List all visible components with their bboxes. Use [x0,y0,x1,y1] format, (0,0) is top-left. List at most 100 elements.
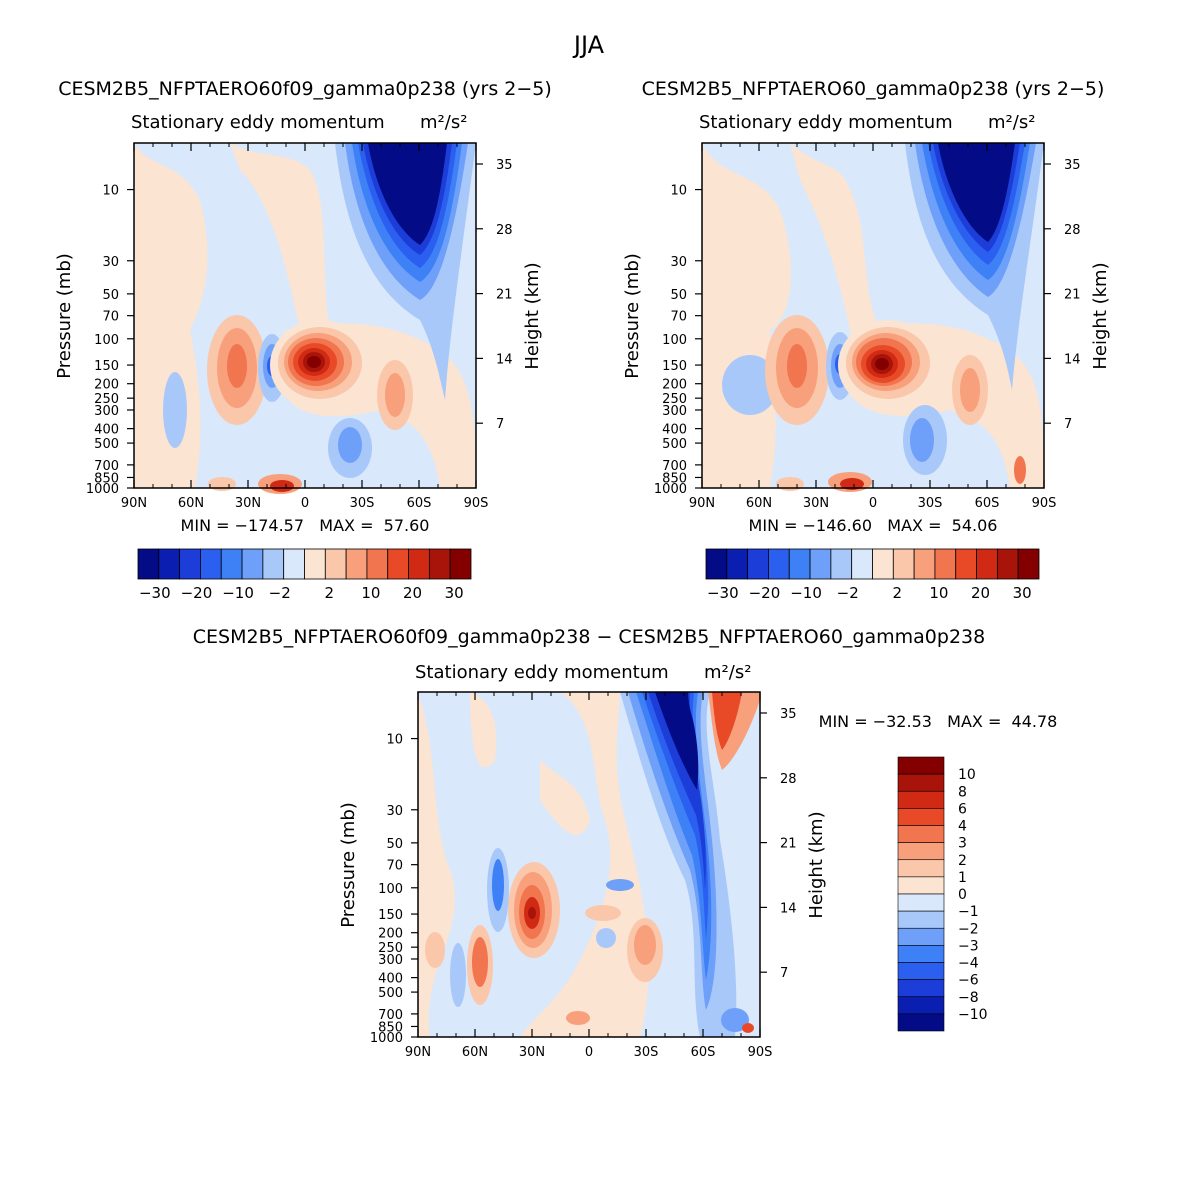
colorbar-swatch [283,548,305,580]
panel-diff-title: CESM2B5_NFPTAERO60f09_gamma0p238 − CESM2… [193,626,985,648]
figure-title: JJA [572,31,605,59]
colorbar-swatch [241,548,264,580]
colorbar-swatch [830,548,853,580]
x-tick-label: 0 [869,496,877,511]
colorbar-swatch [408,548,430,580]
x-tick-label: 60S [407,496,432,511]
y-tick-label: 500 [94,437,119,452]
colorbar-label: −1 [958,904,979,920]
colorbar-swatch [366,548,389,580]
colorbar-label: −20 [749,584,781,602]
y-tick-label: 700 [94,459,119,474]
y-tick-label: 1000 [654,482,687,497]
x-tick-label: 30N [803,496,829,511]
colorbar-label: −20 [181,584,213,602]
x-tick-label: 60N [178,496,204,511]
colorbar-label: 10 [958,767,976,783]
y-tick-label: 250 [378,941,403,956]
colorbar-swatch [788,548,811,580]
colorbar-swatch [976,548,998,580]
colorbar-swatch [747,548,769,580]
colorbar-label: 10 [361,584,380,602]
panel-diff-subtitle: Stationary eddy momentum [415,662,669,683]
colorbar-swatch [137,548,160,580]
y-tick-label: 1000 [86,482,119,497]
diff-negative-core [655,692,699,790]
colorbar-label: 30 [445,584,464,602]
x-tick-label: 90N [405,1045,431,1060]
y-tick-label: 50 [386,837,403,852]
y-tick-label: 300 [662,404,687,419]
x-tick-label: 60S [691,1045,716,1060]
colorbar-swatch [996,548,1019,580]
colorbar-swatch [262,548,285,580]
colorbar-label: −10 [958,1007,988,1023]
colorbar-swatch [872,548,894,580]
x-tick-label: 90N [689,496,715,511]
y-tick-label: 30 [670,255,687,270]
y-tick-label: 400 [94,423,119,438]
colorbar-swatch [158,548,181,580]
panel-right: CESM2B5_NFPTAERO60_gamma0p238 (yrs 2−5) … [622,78,1111,602]
x-tick-label: 30N [235,496,261,511]
x-tick-label: 30S [350,496,375,511]
panel-left-ylabel: Pressure (mb) [54,253,75,379]
y-tick-label: 70 [102,310,119,325]
colorbar-swatch [897,996,945,1015]
y-tick-label: 30 [102,255,119,270]
colorbar-swatch [809,548,832,580]
right-strat-negative-core [938,143,1015,242]
y-tick-label: 100 [94,333,119,348]
y-tick-label: 250 [662,392,687,407]
y-tick-label: 200 [662,378,687,393]
colorbar-label: −6 [958,973,979,989]
panel-right-units: m²/s² [988,112,1035,133]
panel-left: CESM2B5_NFPTAERO60f09_gamma0p238 (yrs 2−… [54,78,552,602]
colorbar-swatch [428,548,451,580]
y-tick-label: 150 [378,908,403,923]
x-tick-label: 90N [121,496,147,511]
colorbar-swatch [179,548,201,580]
colorbar-swatch [897,825,945,843]
y-tick-label: 10 [102,184,119,199]
y2-tick-label: 14 [496,352,513,367]
y-tick-label: 50 [670,288,687,303]
colorbar-label: 4 [958,819,967,835]
colorbar-label: 1 [958,870,967,886]
panel-left-title: CESM2B5_NFPTAERO60f09_gamma0p238 (yrs 2−… [58,78,552,100]
colorbar-swatch [897,859,945,878]
colorbar-label: −2 [837,584,859,602]
y2-tick-label: 14 [1064,352,1081,367]
colorbar-swatch [897,790,945,809]
panel-right-ylabel: Pressure (mb) [622,253,643,379]
colorbar-label: −10 [790,584,822,602]
x-tick-label: 60N [746,496,772,511]
panel-diff-stats: MIN = −32.53 MAX = 44.78 [819,712,1058,731]
panel-right-axes: Pressure (mb) Height (km) MIN = −146.60 … [622,143,1111,535]
left-strat-negative-core [368,143,447,245]
y-tick-label: 500 [378,986,403,1001]
colorbar-label: −2 [958,921,979,937]
panel-right-colorbar: −30 −20 −10 −2 2 10 20 30 [705,548,1040,602]
y2-tick-label: 28 [780,772,797,787]
panel-diff-ylabel2: Height (km) [806,811,827,918]
x-tick-label: 0 [301,496,309,511]
y-tick-label: 10 [670,184,687,199]
colorbar-label: 0 [958,887,967,903]
x-tick-label: 30S [634,1045,659,1060]
colorbar-label: 10 [929,584,948,602]
y2-tick-label: 35 [780,707,797,722]
colorbar-label: 8 [958,784,967,800]
colorbar-label: −8 [958,990,979,1006]
x-tick-label: 30N [519,1045,545,1060]
colorbar-swatch [897,756,945,775]
y-tick-label: 200 [378,927,403,942]
y-tick-label: 200 [94,378,119,393]
colorbar-swatch [726,548,749,580]
colorbar-swatch [897,1013,945,1032]
colorbar-swatch [220,548,243,580]
colorbar-label: 6 [958,801,967,817]
y-tick-label: 10 [386,733,403,748]
x-tick-label: 90S [1032,496,1057,511]
